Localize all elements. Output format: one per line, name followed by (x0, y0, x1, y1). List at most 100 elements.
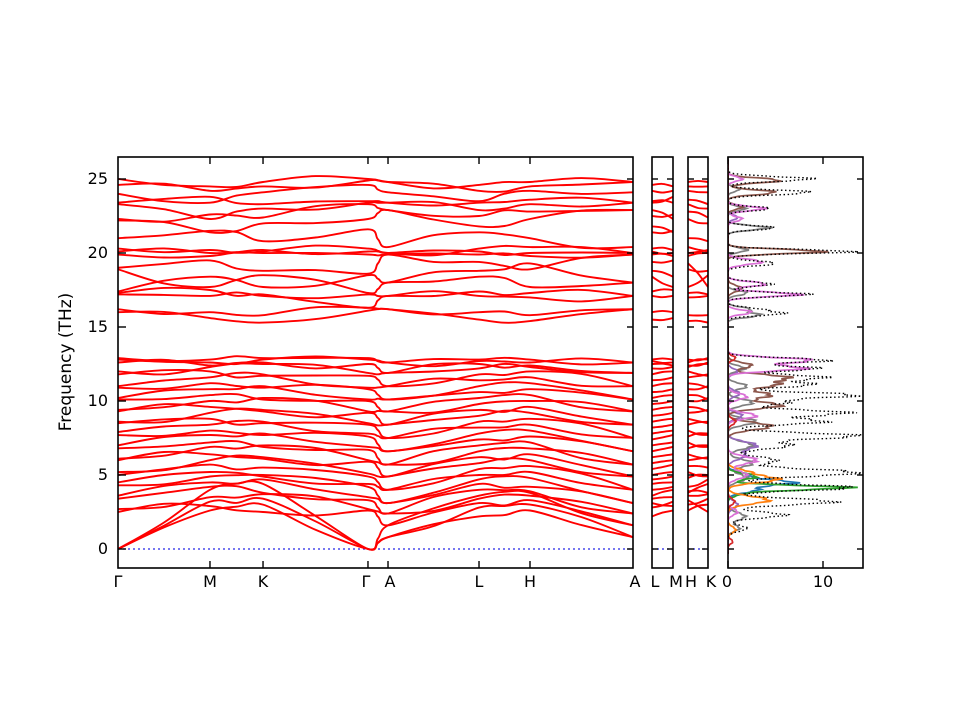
band-line (688, 370, 708, 377)
band-line (652, 509, 673, 518)
band-line (688, 268, 708, 273)
dos-xtick-label-0: 0 (721, 572, 733, 591)
band-line (652, 446, 673, 453)
band-line (118, 407, 633, 427)
kpoint-label-l: L (474, 572, 484, 591)
band-line (118, 290, 633, 303)
band-line (652, 275, 673, 288)
band-line (652, 411, 673, 417)
band-line (118, 417, 633, 440)
band-line (652, 295, 673, 299)
band-line (652, 288, 673, 293)
band-line (688, 420, 708, 426)
band-line (118, 478, 633, 505)
band-line (118, 228, 633, 250)
kpoint-label-h: H (523, 572, 537, 591)
band-line (688, 429, 708, 436)
band-line (688, 319, 708, 324)
band-line (118, 369, 633, 388)
kpoint-label-hk-h: H (684, 572, 698, 591)
band-line (652, 360, 673, 364)
band-line (118, 473, 633, 505)
ytick-label-20: 20 (87, 243, 108, 262)
band-line (652, 405, 673, 411)
band-line (652, 182, 673, 188)
band-line (652, 417, 673, 423)
band-line (652, 459, 673, 465)
ytick-label-0: 0 (97, 539, 108, 558)
band-line (118, 305, 633, 317)
main-panel-border (117, 156, 634, 569)
hk-panel-border (687, 156, 709, 569)
band-line (652, 441, 673, 447)
dos-curve-pdos-green (728, 159, 858, 554)
kpoint-label-lm-l: L (650, 572, 660, 591)
band-line (118, 175, 633, 190)
band-line (118, 307, 633, 324)
band-line (688, 274, 708, 288)
band-line (118, 371, 633, 389)
band-line (118, 444, 633, 466)
band-line (118, 497, 633, 551)
band-line (652, 376, 673, 382)
band-line (688, 357, 708, 362)
band-line (652, 394, 673, 399)
band-line (688, 382, 708, 389)
band-line (688, 262, 708, 288)
band-line (688, 465, 708, 469)
band-line (688, 295, 708, 299)
band-line (118, 385, 633, 401)
band-line (688, 453, 708, 460)
band-line (652, 423, 673, 429)
band-line (652, 317, 673, 322)
band-line (118, 439, 633, 466)
band-line (652, 481, 673, 485)
dos-curve-pdos-orange (728, 159, 783, 554)
kpoint-label-a-1: A (384, 572, 396, 591)
band-line (688, 441, 708, 448)
ytick-label-25: 25 (87, 169, 108, 188)
band-line (652, 199, 673, 204)
kpoint-label-hk-k: K (705, 572, 717, 591)
band-lines-main-panel (118, 175, 633, 551)
band-line (688, 417, 708, 425)
dos-curve-pdos-blue (728, 159, 801, 554)
band-line (118, 208, 633, 234)
band-line (688, 237, 708, 243)
kpoint-label-gamma-2: Γ (361, 572, 371, 591)
band-line (118, 392, 633, 413)
band-line (118, 432, 633, 453)
band-line (118, 454, 633, 479)
band-line (118, 381, 633, 401)
band-line (688, 493, 708, 497)
band-line (652, 485, 673, 491)
band-line (688, 203, 708, 210)
ytick-label-5: 5 (97, 465, 108, 484)
band-line (688, 291, 708, 296)
band-line (118, 499, 633, 527)
band-line (118, 183, 633, 205)
band-line (118, 195, 633, 207)
band-line (652, 434, 673, 441)
band-line (118, 253, 633, 275)
band-line (118, 493, 633, 515)
band-line (688, 361, 708, 367)
band-line (652, 357, 673, 361)
band-line (688, 499, 708, 513)
band-line (118, 396, 633, 414)
band-line (652, 496, 673, 500)
band-line (688, 198, 708, 206)
dos-curves (728, 159, 863, 554)
band-line (688, 432, 708, 438)
dos-curve-pdos-red (728, 159, 737, 554)
band-line (652, 429, 673, 435)
band-line (118, 470, 633, 492)
kpoint-label-lm-m: M (669, 572, 683, 591)
band-line (652, 209, 673, 220)
dos-curve-total-dos (728, 159, 863, 554)
band-line (118, 286, 633, 309)
band-line (688, 179, 708, 183)
band-line (652, 366, 673, 370)
